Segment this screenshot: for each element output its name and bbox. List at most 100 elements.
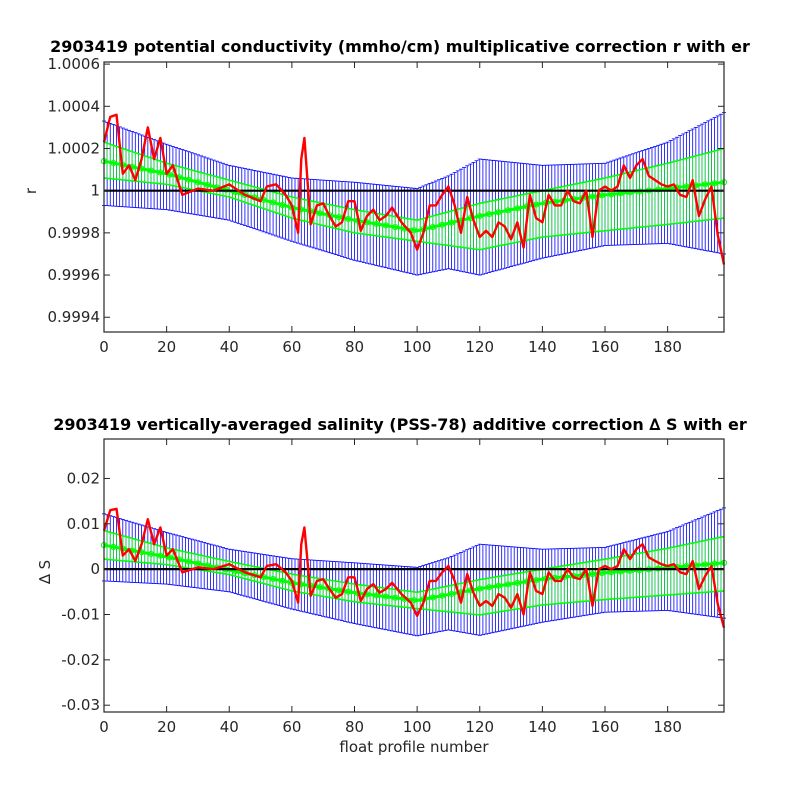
y-axis-label: ∆ S <box>36 560 54 585</box>
x-axis: 0 20 40 60 80 100 120 140 160 180 <box>99 439 682 736</box>
x-tick-label: 160 <box>591 718 620 736</box>
model-mean-marker <box>514 579 521 587</box>
model-mean-marker <box>711 180 718 187</box>
x-tick-label: 160 <box>591 338 620 356</box>
model-mean-marker <box>204 181 211 188</box>
plot-frame <box>103 61 725 333</box>
model-mean-marker <box>316 210 324 217</box>
model-mean-marker <box>335 587 342 594</box>
x-tick-label: 20 <box>157 338 176 356</box>
model-mean-marker <box>439 221 446 228</box>
model-mean-marker <box>194 179 202 186</box>
x-tick-label: 180 <box>653 338 682 356</box>
model-mean-marker <box>279 577 286 584</box>
model-mean-marker <box>514 205 521 212</box>
model-mean-marker <box>429 223 436 231</box>
plot-frame <box>103 438 725 713</box>
y-tick-label: 0.9996 <box>48 266 101 284</box>
model-mean-marker <box>373 220 380 227</box>
x-tick-label: 120 <box>465 718 494 736</box>
model-mean-marker <box>476 585 483 592</box>
model-mean-marker <box>147 550 155 558</box>
y-axis: -0.03 -0.02 -0.01 0 0.01 0.02 <box>61 469 724 714</box>
x-tick-label: 180 <box>653 718 682 736</box>
float-correction-line <box>102 113 726 265</box>
model-mean-marker <box>392 594 399 601</box>
model-mean-marker <box>157 169 164 176</box>
model-mean-marker <box>110 159 117 167</box>
y-tick-label: -0.01 <box>61 606 100 624</box>
model-mean-marker <box>495 209 502 216</box>
model-mean-marker <box>429 594 436 601</box>
chart-panel-conductivity: 2903419 potential conductivity (mmho/cm)… <box>22 37 750 356</box>
y-tick-label: 0.01 <box>67 515 100 533</box>
model-mean-marker <box>185 558 192 565</box>
model-mean-marker <box>486 210 493 218</box>
model-mean-marker <box>702 561 709 568</box>
model-mean-marker <box>439 592 446 599</box>
model-mean-marker <box>345 215 352 223</box>
model-mean-marker <box>166 554 173 561</box>
x-tick-label: 60 <box>282 718 301 736</box>
y-tick-label: 0.02 <box>67 469 100 487</box>
x-tick-label: 80 <box>345 338 364 356</box>
x-tick-label: 60 <box>282 338 301 356</box>
model-mean-marker <box>486 584 493 591</box>
model-mean-marker <box>504 581 512 588</box>
y-axis: 0.9994 0.9996 0.9998 1 1.0002 1.0004 1.0006 <box>48 55 724 326</box>
x-tick-label: 0 <box>99 338 109 356</box>
model-mean-marker <box>711 560 718 567</box>
model-mean-marker <box>147 167 155 174</box>
model-mean-marker <box>448 219 455 226</box>
model-mean-marker <box>279 201 286 209</box>
model-mean-marker <box>476 212 483 220</box>
model-mean-marker <box>495 582 502 589</box>
model-mean-marker <box>316 584 324 591</box>
x-tick-label: 140 <box>528 718 557 736</box>
y-tick-label: -0.03 <box>61 696 100 714</box>
model-mean-marker <box>702 181 709 188</box>
model-mean-marker <box>335 213 342 221</box>
y-tick-label: 0.9994 <box>48 308 101 326</box>
x-tick-label: 100 <box>403 718 432 736</box>
model-mean-marker <box>110 543 117 550</box>
x-axis-label: float profile number <box>339 738 489 756</box>
x-tick-label: 20 <box>157 718 176 736</box>
x-tick-label: 140 <box>528 338 557 356</box>
model-mean-marker <box>382 593 389 600</box>
model-mean-marker <box>269 575 277 583</box>
y-tick-label: 1.0004 <box>48 97 101 115</box>
x-axis: 0 20 40 60 80 100 120 140 160 180 <box>99 62 682 356</box>
y-tick-label: 1.0002 <box>48 139 101 157</box>
model-mean-marker <box>392 223 399 231</box>
model-mean-marker <box>410 227 418 234</box>
x-tick-label: 40 <box>220 338 239 356</box>
model-mean-line <box>103 159 725 233</box>
model-mean-marker <box>410 596 418 604</box>
x-tick-label: 80 <box>345 718 364 736</box>
y-tick-label: 1 <box>90 182 100 200</box>
model-mean-marker <box>326 585 333 592</box>
y-tick-label: 0 <box>90 560 100 578</box>
model-mean-marker <box>345 588 352 595</box>
y-tick-label: 0.9998 <box>48 224 101 242</box>
chart-title: 2903419 vertically-averaged salinity (PS… <box>53 415 747 434</box>
x-tick-label: 0 <box>99 718 109 736</box>
x-tick-label: 120 <box>465 338 494 356</box>
x-tick-label: 40 <box>220 718 239 736</box>
x-tick-label: 100 <box>403 338 432 356</box>
model-mean-marker <box>448 590 455 598</box>
model-mean-marker <box>589 570 596 578</box>
chart-panel-salinity: 2903419 vertically-averaged salinity (PS… <box>36 415 747 756</box>
model-mean-marker <box>194 560 202 567</box>
y-axis-label: r <box>22 187 40 194</box>
model-mean-marker <box>589 193 596 200</box>
model-mean-marker <box>504 207 512 214</box>
model-mean-line <box>103 543 725 602</box>
model-mean-marker <box>382 222 389 229</box>
chart-title: 2903419 potential conductivity (mmho/cm)… <box>50 37 750 56</box>
model-mean-marker <box>185 176 192 183</box>
model-mean-marker <box>655 186 662 193</box>
model-mean-marker <box>269 199 277 206</box>
